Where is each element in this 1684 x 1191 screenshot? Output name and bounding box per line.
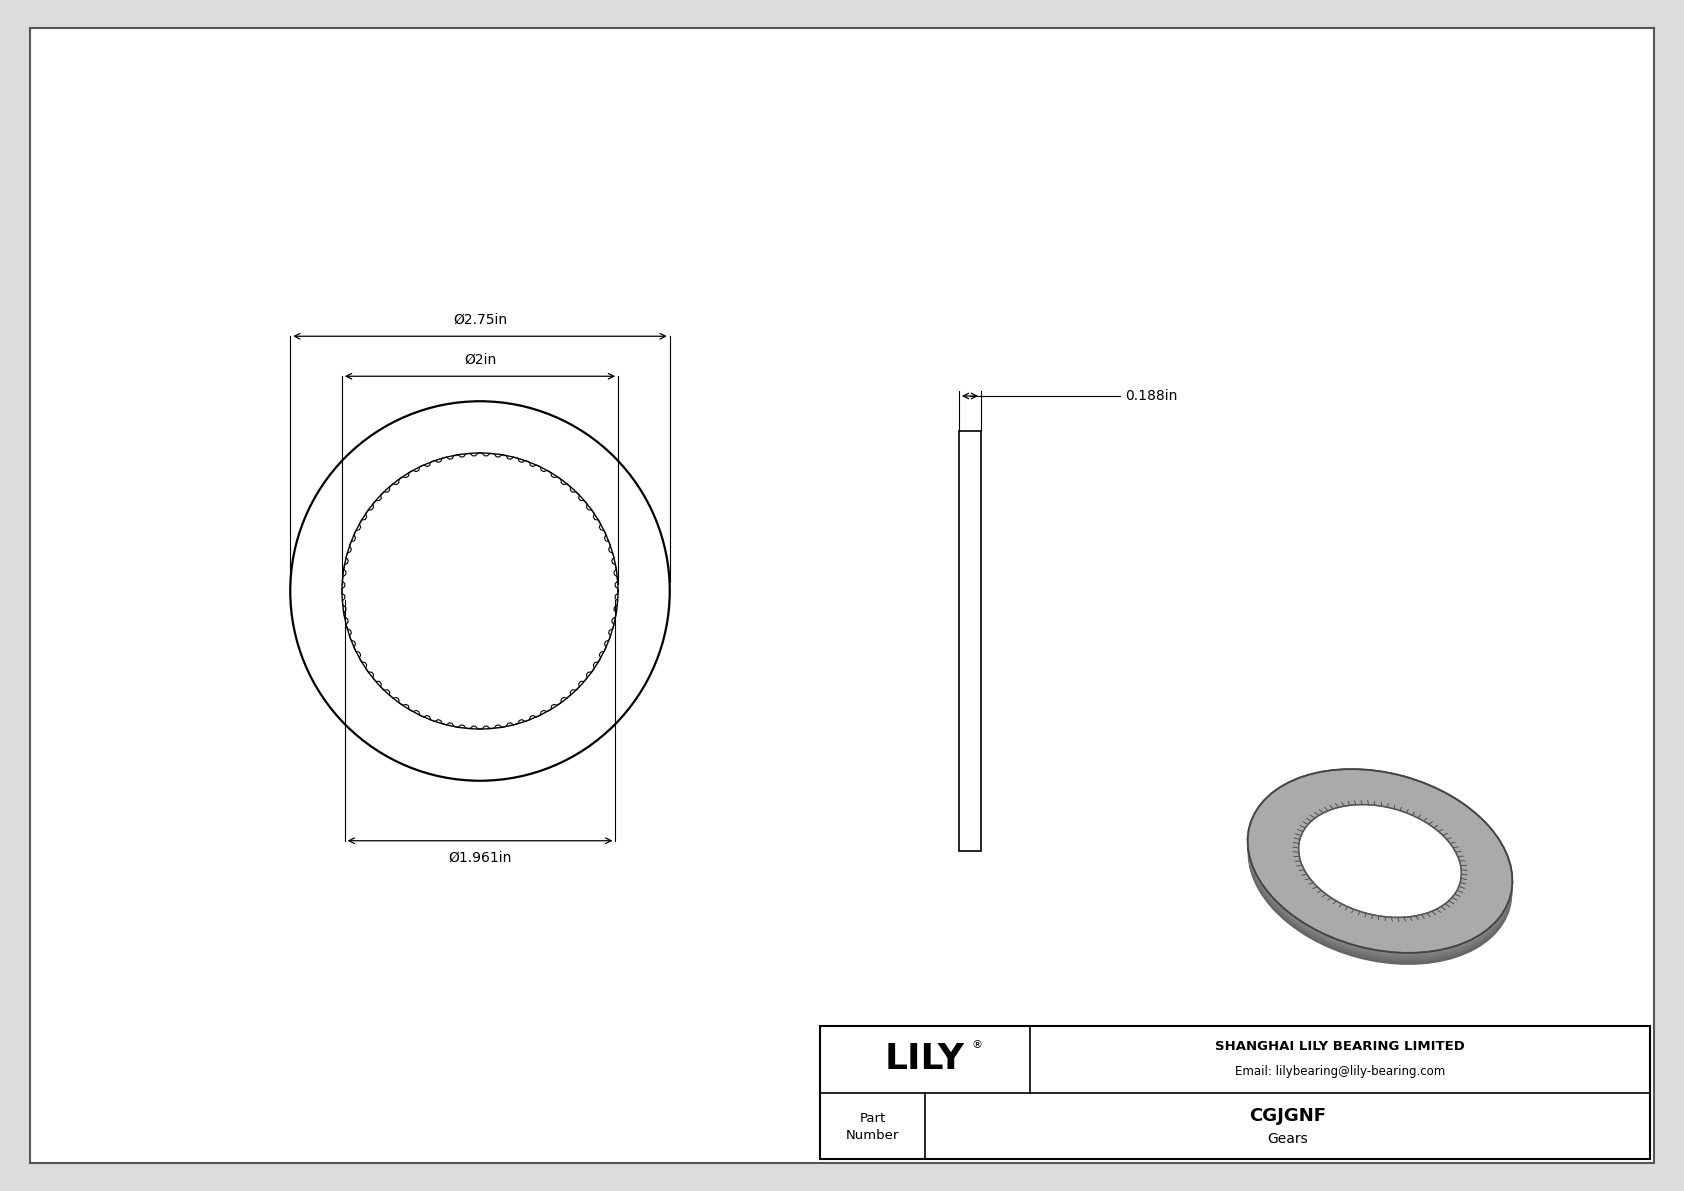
Text: CGJGNF: CGJGNF xyxy=(1250,1106,1325,1124)
Ellipse shape xyxy=(1248,769,1512,953)
Ellipse shape xyxy=(1248,772,1512,955)
Text: Ø1.961in: Ø1.961in xyxy=(448,850,512,865)
Bar xyxy=(958,431,982,852)
Ellipse shape xyxy=(1248,777,1512,960)
Text: SHANGHAI LILY BEARING LIMITED: SHANGHAI LILY BEARING LIMITED xyxy=(1216,1040,1465,1053)
Ellipse shape xyxy=(1298,815,1462,927)
Ellipse shape xyxy=(1248,774,1512,958)
Text: Ø2.75in: Ø2.75in xyxy=(453,312,507,326)
Ellipse shape xyxy=(1298,807,1462,919)
Text: Number: Number xyxy=(845,1129,899,1142)
Text: LILY: LILY xyxy=(886,1042,965,1077)
Text: Gears: Gears xyxy=(1266,1131,1308,1146)
Ellipse shape xyxy=(1298,805,1462,917)
Bar xyxy=(820,1025,1650,1159)
Text: Part: Part xyxy=(859,1112,886,1125)
Ellipse shape xyxy=(1298,805,1462,917)
Text: ®: ® xyxy=(972,1040,982,1050)
Text: Ø2in: Ø2in xyxy=(463,353,497,367)
Ellipse shape xyxy=(1298,817,1462,929)
Ellipse shape xyxy=(1298,810,1462,922)
Ellipse shape xyxy=(1248,779,1512,962)
Ellipse shape xyxy=(1248,769,1512,953)
Ellipse shape xyxy=(1298,812,1462,924)
Ellipse shape xyxy=(1248,781,1512,965)
Text: Email: lilybearing@lily-bearing.com: Email: lilybearing@lily-bearing.com xyxy=(1234,1065,1445,1078)
Text: 0.188in: 0.188in xyxy=(1125,389,1177,403)
